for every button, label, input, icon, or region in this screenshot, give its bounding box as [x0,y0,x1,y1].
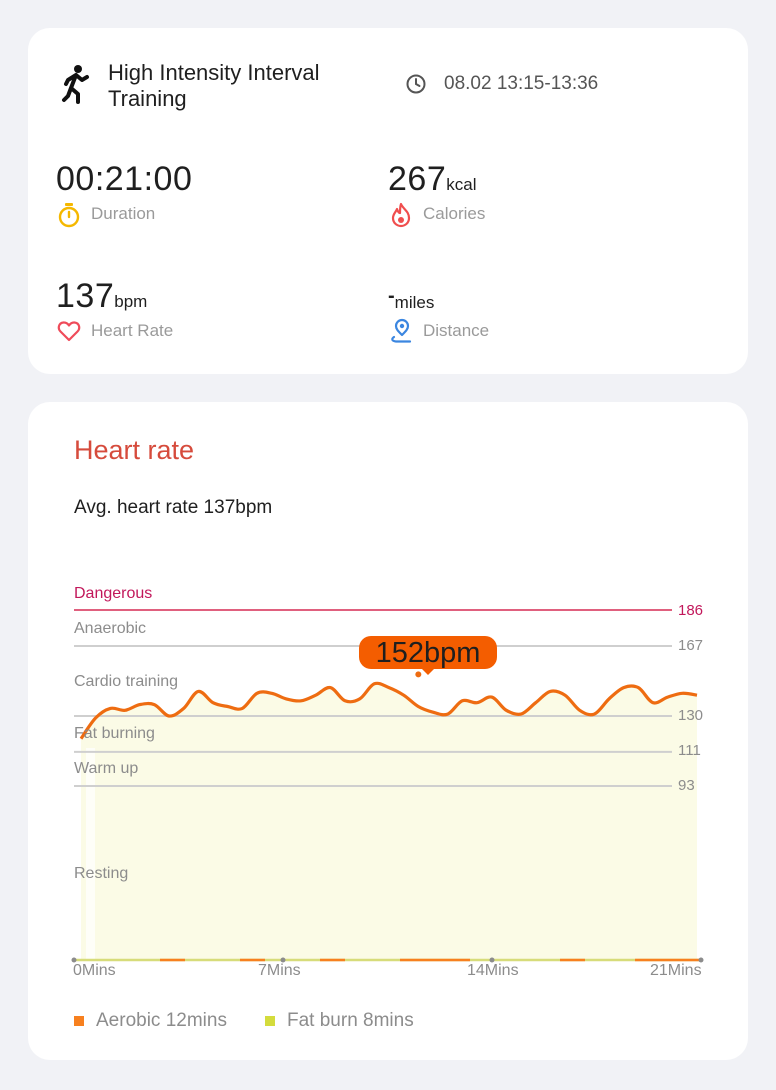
threshold-93: 93 [678,777,695,794]
duration-label: Duration [91,204,156,223]
heart-rate-value: 137 [56,277,115,315]
x-tick-dot-3 [698,957,704,963]
heart-rate-title: Heart rate [74,435,195,465]
threshold-186: 186 [678,602,704,619]
zone-label-resting: Resting [74,865,129,882]
average-heart-rate: Avg. heart rate 137bpm [74,497,273,518]
legend-aerobic: Aerobic 12mins [74,1010,227,1032]
stopwatch-icon [58,202,80,233]
threshold-130: 130 [678,707,704,724]
workout-title: High Intensity Interval Training [108,60,320,111]
duration-value: 00:21:00 [56,160,193,198]
legend-fat-burn: Fat burn 8mins [265,1010,414,1032]
clock-icon [406,74,426,99]
x-tick-dot-2 [489,957,495,963]
zone-label-fat-burning: Fat burning [74,725,155,742]
heart-rate-line [79,681,698,740]
legend-swatch-fat-burn [265,1016,275,1026]
peak-bubble-pointer [421,668,435,675]
calories-value-row: 267 kcal [388,160,476,199]
x-tick-0: 0Mins [73,962,116,979]
x-tick-7: 7Mins [258,962,301,979]
peak-marker [415,671,422,678]
zone-label-warm-up: Warm up [74,760,139,777]
legend-swatch-aerobic [74,1016,84,1026]
heart-rate-unit: bpm [114,292,148,311]
workout-time: 08.02 13:15-13:36 [444,73,599,94]
distance-label: Distance [423,321,490,340]
heart-rate-label: Heart Rate [91,321,174,340]
zone-label-dangerous: Dangerous [74,585,153,602]
threshold-111: 111 [678,742,701,759]
legend-label-fat-burn: Fat burn 8mins [287,1010,414,1031]
running-person-icon [60,62,92,111]
peak-heart-rate-bubble: 152bpm [359,636,497,669]
heart-rate-value-row: 137 bpm [56,277,147,316]
distance-unit: miles [394,293,435,312]
zone-label-anaerobic: Anaerobic [74,620,147,637]
flame-icon [390,202,412,233]
distance-value: - [388,285,395,307]
calories-unit: kcal [446,175,477,194]
workout-summary-card [28,28,748,374]
area-gap [86,748,95,960]
calories-value: 267 [388,160,447,198]
calories-label: Calories [423,204,486,223]
heart-icon [57,320,81,347]
zone-label-cardio: Cardio training [74,673,179,690]
x-tick-dot-1 [280,957,286,963]
legend-label-aerobic: Aerobic 12mins [96,1010,227,1031]
heart-rate-area [81,683,697,960]
x-tick-14: 14Mins [467,962,519,979]
location-pin-icon [389,318,415,349]
distance-value-row: - miles [388,285,435,314]
x-tick-21: 21Mins [650,962,702,979]
x-tick-dot-0 [71,957,77,963]
threshold-167: 167 [678,637,704,654]
